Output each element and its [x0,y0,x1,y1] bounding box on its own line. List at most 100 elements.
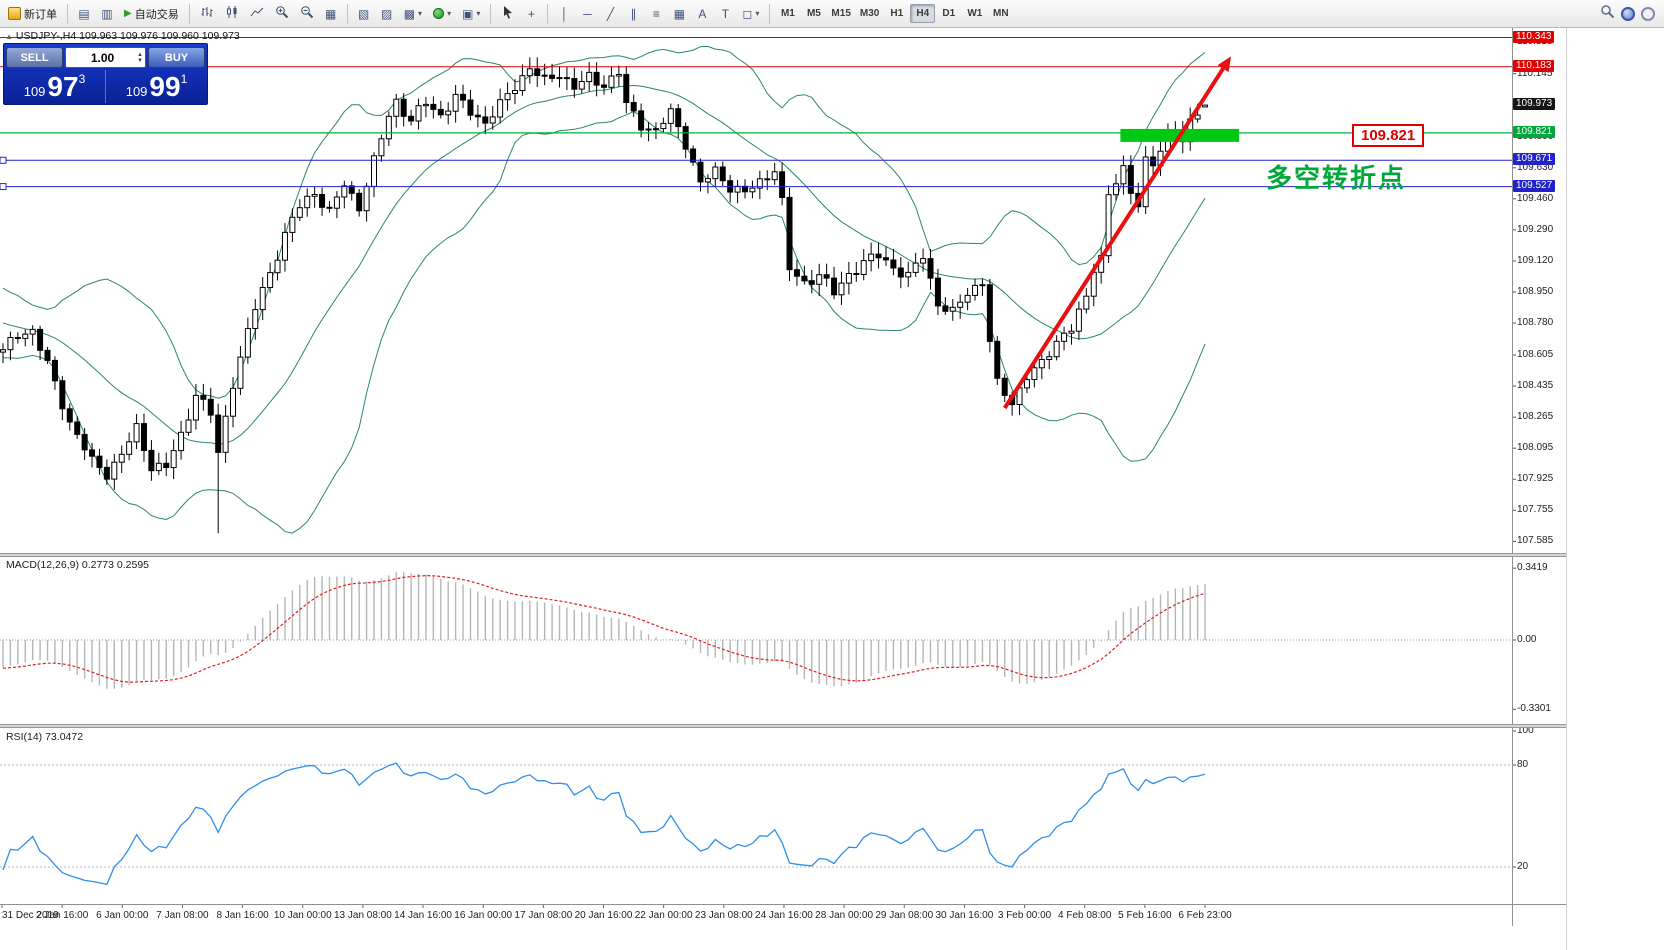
search-icon[interactable] [1600,4,1615,24]
profiles-dropdown[interactable]: ▾ [428,3,456,25]
data-window-button[interactable]: ▥ [96,3,118,25]
trendline-tool[interactable]: ╱ [599,3,621,25]
timeframe-m15[interactable]: M15 [831,8,851,19]
candlestick-chart-button[interactable] [220,3,244,25]
channel-tool[interactable]: ∥ [622,3,644,25]
timeframe-m5[interactable]: M5 [806,8,821,19]
timeframe-d1[interactable]: D1 [942,8,956,19]
label-tool[interactable]: T [714,3,736,25]
timeframe-mn[interactable]: MN [993,8,1009,19]
volume-input[interactable]: 1.00 ▲ ▼ [65,47,146,68]
templates-dropdown[interactable]: ▣ ▾ [457,3,485,25]
text-tool[interactable]: A [691,3,713,25]
rsi-label: RSI(14) 73.0472 [6,731,84,743]
rsi-line [2,762,1206,886]
bollinger-band-l [2,110,1206,534]
buy-price-prefix: 109 [125,84,148,99]
time-axis-border [0,904,1566,905]
profiles-circle-icon [433,8,445,19]
help-icon[interactable] [1641,6,1655,21]
cursor-icon [501,5,514,22]
line-chart-button[interactable] [245,3,269,25]
text-tool-icon: A [698,6,707,21]
shapes-icon: ◻ [742,6,753,21]
trendline-icon: ╱ [606,6,615,21]
chevron-down-icon: ▾ [476,9,481,18]
macd-panel-splitter[interactable] [0,553,1566,557]
toolbar-separator [490,3,492,24]
buy-button[interactable]: BUY [148,47,205,68]
line-anchor-handle[interactable] [0,183,7,191]
bollinger-band-m [2,84,1206,445]
tile-vertical-button[interactable]: ▨ [376,3,398,25]
label-tool-icon: T [721,6,730,21]
toolbar-separator [547,3,549,24]
macd-panel-layer[interactable] [0,572,1512,689]
horizontal-line-icon: ─ [583,6,592,21]
bar-chart-icon [200,5,214,22]
volume-spinner[interactable]: ▲ ▼ [137,52,143,64]
rsi-panel-layer[interactable] [0,762,1512,886]
candlestick-chart-icon [225,5,239,22]
new-chart-dropdown[interactable]: ▩ ▾ [399,3,427,25]
toolbar-separator [769,3,771,24]
new-order-button[interactable]: 新订单 [3,3,62,25]
timeframe-w1[interactable]: W1 [967,8,983,19]
zoom-in-icon [275,5,289,22]
spinner-up-icon[interactable]: ▲ [137,51,143,58]
auto-trading-button[interactable]: ▶ 自动交易 [119,3,184,25]
toolbar-separator [67,3,68,24]
buy-price[interactable]: 109 99 1 [105,70,207,103]
bar-chart-button[interactable] [195,3,219,25]
line-anchor-handle[interactable] [0,156,7,164]
timeframe-toolbar: M1 M5 M15 M30 H1 H4 D1 W1 MN [775,4,1013,23]
crosshair-icon: + [527,6,535,21]
grid-tool[interactable]: ▦ [668,3,690,25]
tile-windows-icon: ▦ [325,6,337,21]
collapse-panel-icon[interactable]: ▲ [5,32,13,41]
window-right-border [1566,28,1567,950]
zoom-in-button[interactable] [270,3,294,25]
cascade-windows-button[interactable]: ▧ [353,3,375,25]
chevron-down-icon: ▾ [447,9,452,18]
sell-price[interactable]: 109 97 3 [4,70,105,103]
tile-windows-button[interactable]: ▦ [320,3,342,25]
main-chart-layer[interactable] [0,37,1512,534]
cursor-button[interactable] [496,3,519,25]
rsi-panel-splitter[interactable] [0,724,1566,728]
timeframe-h1[interactable]: H1 [890,8,904,19]
macd-label: MACD(12,26,9) 0.2773 0.2595 [6,559,150,571]
trend-arrow[interactable] [1003,63,1228,410]
crosshair-button[interactable]: + [520,3,542,25]
vertical-line-tool[interactable]: │ [553,3,575,25]
symbol-info: ▲ USDJPY-,H4 109.963 109.976 109.960 109.… [5,30,240,42]
spinner-down-icon[interactable]: ▼ [137,57,143,64]
horizontal-line-tool[interactable]: ─ [576,3,598,25]
auto-trading-icon: ▶ [124,8,132,19]
timeframe-m30[interactable]: M30 [859,8,880,19]
vertical-line-icon: │ [560,6,569,21]
timeframe-m1[interactable]: M1 [780,8,795,19]
profiles-button[interactable]: ▤ [73,3,95,25]
toolbar-separator [188,3,190,24]
data-window-icon: ▥ [101,6,113,21]
shapes-dropdown[interactable]: ◻ ▾ [737,3,764,25]
sell-button[interactable]: SELL [6,47,63,68]
zoom-out-button[interactable] [295,3,319,25]
cascade-windows-icon: ▧ [358,6,370,21]
new-order-label: 新订单 [24,8,57,21]
buy-price-sup: 1 [180,72,188,86]
price-target-box[interactable]: 109.821 [1352,124,1425,147]
volume-value[interactable]: 1.00 [90,50,115,65]
timeframe-h4[interactable]: H4 [910,4,936,23]
fibonacci-icon: ≡ [652,6,660,21]
tile-vertical-icon: ▨ [381,6,393,21]
toolbar-separator [346,3,348,24]
one-click-trading-panel: SELL 1.00 ▲ ▼ BUY 109 97 3 109 99 1 [3,43,208,105]
community-icon[interactable] [1621,6,1635,21]
turning-point-annotation[interactable]: 多空转折点 [1266,163,1407,193]
fibonacci-tool[interactable]: ≡ [645,3,667,25]
profiles-icon: ▤ [78,6,90,21]
zoom-out-icon [300,5,314,22]
